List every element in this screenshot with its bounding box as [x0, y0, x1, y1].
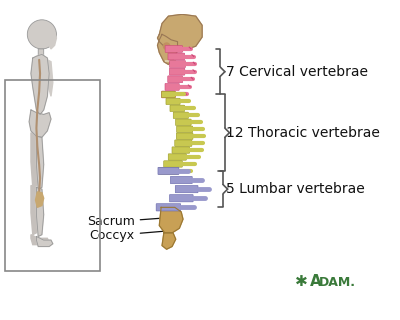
- Polygon shape: [158, 14, 202, 51]
- FancyBboxPatch shape: [175, 140, 192, 146]
- FancyBboxPatch shape: [162, 91, 175, 98]
- FancyBboxPatch shape: [159, 168, 178, 174]
- Polygon shape: [31, 235, 49, 245]
- Text: DAM.: DAM.: [319, 276, 356, 289]
- Polygon shape: [162, 47, 176, 60]
- Polygon shape: [47, 60, 53, 96]
- Text: 5 Lumbar vertebrae: 5 Lumbar vertebrae: [226, 182, 364, 196]
- FancyBboxPatch shape: [168, 154, 186, 160]
- FancyBboxPatch shape: [175, 186, 198, 193]
- Text: Sacrum: Sacrum: [87, 215, 170, 228]
- FancyBboxPatch shape: [176, 126, 193, 132]
- Text: Coccyx: Coccyx: [90, 229, 164, 242]
- FancyBboxPatch shape: [165, 84, 179, 90]
- Text: ✱: ✱: [295, 274, 308, 289]
- FancyBboxPatch shape: [168, 53, 185, 60]
- Polygon shape: [29, 110, 51, 137]
- Polygon shape: [158, 34, 178, 64]
- FancyBboxPatch shape: [170, 61, 186, 68]
- FancyBboxPatch shape: [156, 204, 181, 211]
- Polygon shape: [36, 236, 53, 246]
- Polygon shape: [36, 136, 44, 189]
- FancyBboxPatch shape: [165, 45, 182, 52]
- Polygon shape: [162, 233, 176, 249]
- Polygon shape: [47, 33, 56, 49]
- FancyBboxPatch shape: [169, 68, 185, 75]
- FancyBboxPatch shape: [173, 112, 188, 118]
- Polygon shape: [38, 49, 44, 60]
- FancyBboxPatch shape: [170, 195, 193, 202]
- FancyBboxPatch shape: [172, 147, 190, 153]
- Text: 7 Cervical vertebrae: 7 Cervical vertebrae: [226, 65, 368, 79]
- FancyBboxPatch shape: [162, 91, 175, 98]
- Polygon shape: [36, 187, 44, 236]
- Polygon shape: [31, 133, 38, 187]
- FancyBboxPatch shape: [168, 76, 183, 83]
- FancyBboxPatch shape: [176, 133, 193, 139]
- Text: A: A: [310, 274, 321, 289]
- FancyBboxPatch shape: [176, 119, 191, 125]
- Circle shape: [27, 20, 56, 49]
- Text: 12 Thoracic vertebrae: 12 Thoracic vertebrae: [226, 126, 380, 140]
- FancyBboxPatch shape: [170, 176, 192, 184]
- Polygon shape: [159, 207, 183, 233]
- FancyBboxPatch shape: [164, 161, 182, 167]
- FancyBboxPatch shape: [158, 167, 179, 175]
- FancyBboxPatch shape: [170, 105, 185, 112]
- Polygon shape: [31, 54, 49, 115]
- Polygon shape: [36, 192, 44, 207]
- Circle shape: [164, 43, 170, 49]
- Polygon shape: [31, 186, 38, 235]
- FancyBboxPatch shape: [166, 98, 180, 105]
